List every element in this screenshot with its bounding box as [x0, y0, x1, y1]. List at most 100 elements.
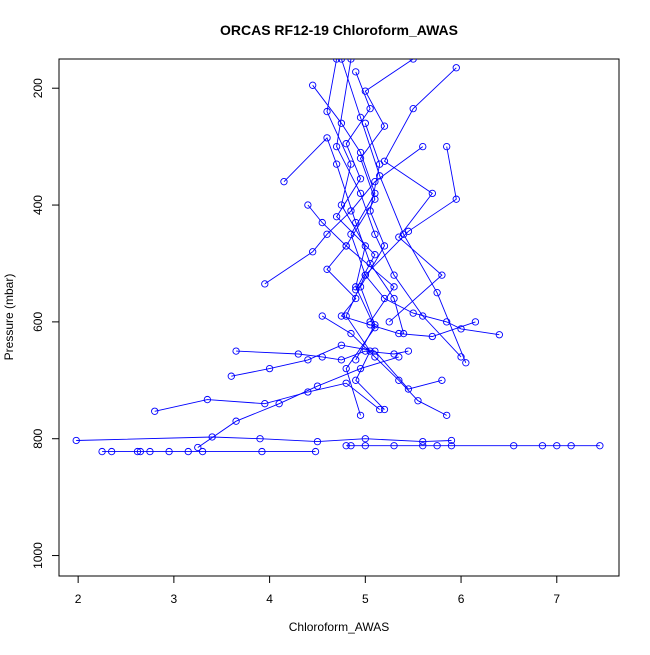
data-point — [275, 400, 283, 408]
data-point — [596, 442, 604, 450]
data-point — [371, 230, 379, 238]
data-point — [380, 242, 389, 250]
data-point — [404, 347, 413, 355]
data-point — [356, 175, 365, 183]
data-point — [227, 372, 235, 380]
data-point — [438, 376, 446, 384]
data-point — [404, 385, 413, 393]
data-point — [313, 437, 322, 446]
data-point — [309, 248, 317, 256]
data-point — [395, 353, 403, 361]
data-point — [361, 87, 369, 95]
y-tick-label: 400 — [31, 195, 45, 215]
data-point — [495, 331, 503, 339]
data-point — [198, 447, 207, 456]
data-point — [409, 105, 417, 113]
data-point — [294, 350, 302, 358]
series-18 — [194, 353, 403, 452]
data-point — [136, 447, 145, 456]
data-point — [304, 356, 312, 364]
data-point — [337, 341, 346, 349]
series-line — [197, 356, 399, 448]
data-point — [390, 442, 398, 450]
data-point — [347, 329, 355, 338]
series-line — [336, 71, 376, 291]
data-point — [361, 442, 369, 450]
data-point — [323, 134, 331, 142]
data-point — [409, 59, 417, 63]
y-tick-label: 600 — [31, 312, 45, 332]
x-tick-label: 6 — [458, 592, 465, 606]
data-point — [98, 447, 106, 456]
data-point — [337, 312, 346, 320]
x-tick-label: 5 — [362, 592, 369, 606]
series-line — [345, 59, 414, 323]
data-point — [232, 347, 240, 355]
data-point — [337, 356, 346, 364]
series-line — [307, 204, 476, 337]
data-point — [133, 447, 142, 456]
data-point — [347, 207, 355, 215]
plot-layer — [72, 59, 604, 456]
series-13 — [332, 68, 379, 294]
data-point — [304, 201, 312, 209]
series-line — [340, 59, 467, 363]
series-15 — [361, 142, 503, 339]
data-point — [342, 242, 350, 250]
series-line — [321, 315, 447, 416]
data-point — [414, 397, 422, 405]
data-point — [462, 359, 470, 367]
data-point — [390, 271, 398, 279]
data-point — [538, 442, 547, 450]
data-point — [356, 189, 365, 198]
series-line — [264, 146, 424, 285]
x-tick-label: 3 — [171, 592, 178, 606]
data-point — [366, 321, 374, 329]
data-point — [165, 447, 173, 456]
data-point — [433, 289, 441, 297]
series-7 — [227, 341, 446, 393]
data-point — [261, 400, 269, 408]
data-point — [361, 119, 369, 127]
data-point — [395, 376, 403, 384]
data-point — [332, 142, 341, 151]
data-point — [452, 64, 460, 72]
series-line — [355, 123, 386, 361]
data-point — [352, 294, 360, 303]
data-point — [457, 325, 465, 333]
series-14 — [304, 201, 480, 341]
series-11 — [342, 442, 604, 450]
data-point — [332, 160, 341, 168]
series-8 — [151, 379, 384, 415]
data-point — [371, 347, 379, 355]
data-point — [371, 251, 379, 259]
data-point — [356, 411, 365, 420]
data-point — [376, 405, 384, 414]
series-line — [154, 382, 380, 412]
data-point — [447, 436, 456, 445]
series-line — [336, 59, 462, 358]
data-point — [371, 353, 379, 361]
data-point — [356, 364, 365, 373]
series-line — [383, 67, 457, 323]
data-point — [433, 442, 441, 450]
data-point — [194, 443, 202, 452]
data-point — [280, 178, 288, 186]
data-point — [72, 436, 80, 445]
x-axis-label: Chloroform_AWAS — [289, 620, 389, 634]
data-point — [265, 364, 274, 373]
data-point — [146, 447, 154, 456]
data-point — [471, 318, 480, 326]
data-point — [371, 321, 379, 329]
data-point — [323, 230, 331, 238]
data-point — [457, 353, 465, 361]
series-9 — [72, 433, 456, 446]
y-tick-label: 1000 — [31, 542, 45, 569]
data-point — [352, 283, 360, 291]
data-point — [352, 356, 360, 364]
data-point — [510, 442, 518, 450]
data-point — [347, 59, 355, 63]
data-point — [361, 435, 369, 443]
data-point — [419, 142, 427, 151]
data-point — [337, 201, 346, 209]
